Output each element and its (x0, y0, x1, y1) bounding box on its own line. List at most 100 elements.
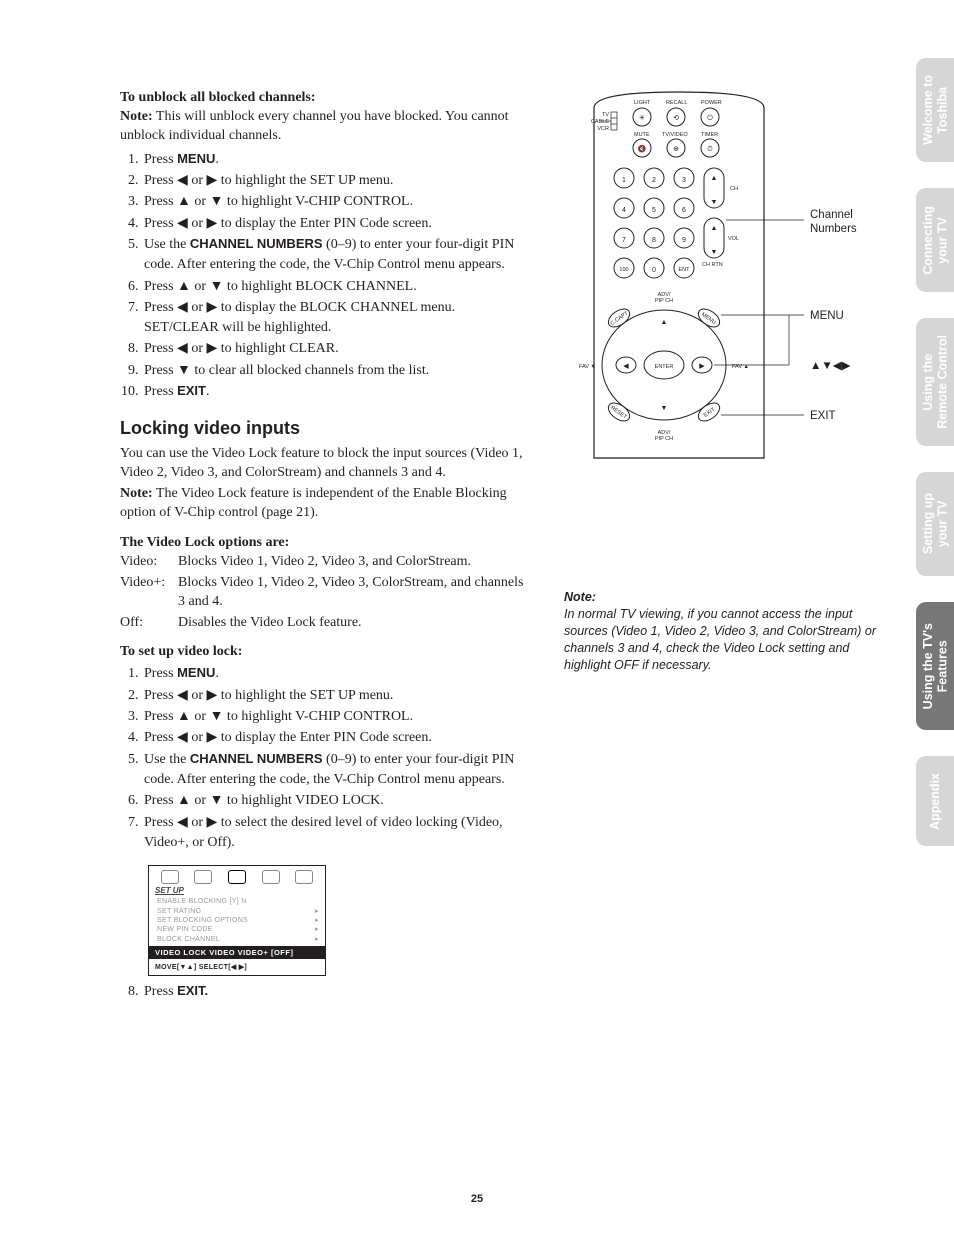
step: Press ▼ to clear all blocked channels fr… (142, 361, 525, 381)
svg-text:7: 7 (622, 237, 626, 244)
osd-highlight: VIDEO LOCK VIDEO VIDEO+ [OFF] (149, 946, 325, 959)
text: Press (144, 666, 177, 681)
side-note-body: In normal TV viewing, if you cannot acce… (564, 606, 884, 674)
svg-text:▼: ▼ (711, 249, 718, 256)
unblock-heading: To unblock all blocked channels: (120, 90, 525, 106)
number-pad: 1 2 3 4 5 6 7 8 9 100 0 ENT (614, 168, 694, 278)
svg-text:VOL: VOL (728, 236, 739, 242)
svg-text:3: 3 (682, 177, 686, 184)
svg-text:▶: ▶ (699, 363, 705, 370)
svg-text:◀: ◀ (623, 363, 629, 370)
svg-text:ENT: ENT (679, 267, 691, 273)
osd-title: SET UP (149, 886, 325, 896)
exit-key: EXIT. (177, 983, 208, 998)
svg-text:PIP CH: PIP CH (655, 298, 673, 304)
text: . (215, 666, 219, 681)
option-label: Video: (120, 553, 178, 572)
option-label: Video+: (120, 574, 178, 612)
tab-welcome[interactable]: Welcome to Toshiba (916, 58, 954, 162)
step: Use the CHANNEL NUMBERS (0–9) to enter y… (142, 750, 525, 791)
options-heading: The Video Lock options are: (120, 535, 525, 551)
unblock-note: Note: This will unblock every channel yo… (120, 108, 525, 146)
step: Press ◀ or ▶ to highlight the SET UP men… (142, 686, 525, 706)
recall-label: RECALL (666, 100, 687, 106)
channel-numbers-key: CHANNEL NUMBERS (190, 751, 323, 766)
svg-text:⟲: ⟲ (673, 115, 679, 122)
svg-text:ENTER: ENTER (655, 364, 674, 370)
text: . (206, 384, 210, 399)
osd-icon-row (149, 866, 325, 886)
text: Press (144, 984, 177, 999)
svg-text:CH RTN: CH RTN (702, 262, 723, 268)
svg-text:MUTE: MUTE (634, 132, 650, 138)
osd-body: ENABLE BLOCKING [Y] N SET RATING▸ SET BL… (149, 896, 325, 946)
option-text: Blocks Video 1, Video 2, Video 3, and Co… (178, 553, 525, 572)
note-text: The Video Lock feature is independent of… (120, 486, 507, 520)
svg-text:FAV ▼: FAV ▼ (579, 364, 596, 370)
svg-text:▲: ▲ (711, 175, 718, 182)
step: Press ▲ or ▼ to highlight VIDEO LOCK. (142, 791, 525, 811)
option-row: Video: Blocks Video 1, Video 2, Video 3,… (120, 553, 525, 572)
step: Press EXIT. (142, 982, 525, 1002)
text: Use the (144, 237, 190, 252)
svg-text:Numbers: Numbers (810, 223, 857, 235)
callout-menu: MENU (810, 310, 844, 322)
svg-text:PIP CH: PIP CH (655, 436, 673, 442)
svg-text:5: 5 (652, 207, 656, 214)
locking-intro: You can use the Video Lock feature to bl… (120, 445, 525, 483)
step: Use the CHANNEL NUMBERS (0–9) to enter y… (142, 235, 525, 276)
step: Press ◀ or ▶ to select the desired level… (142, 813, 525, 854)
svg-text:2: 2 (652, 177, 656, 184)
tab-remote[interactable]: Using the Remote Control (916, 318, 954, 446)
svg-text:4: 4 (622, 207, 626, 214)
power-label: POWER (701, 100, 722, 106)
step: Press EXIT. (142, 382, 525, 402)
osd-line: NEW PIN CODE▸ (157, 925, 319, 934)
svg-text:⏱: ⏱ (707, 145, 713, 153)
option-label: Off: (120, 614, 178, 633)
chapter-tabs: Welcome to Toshiba Connecting your TV Us… (916, 58, 954, 872)
tab-connecting[interactable]: Connecting your TV (916, 188, 954, 292)
osd-icon-active (228, 870, 246, 884)
page-number: 25 (0, 1193, 954, 1205)
text: . (215, 152, 219, 167)
unblock-steps: Press MENU. Press ◀ or ▶ to highlight th… (120, 150, 525, 403)
light-label: LIGHT (634, 100, 651, 106)
svg-text:CH: CH (730, 186, 738, 192)
svg-text:TIMER: TIMER (701, 132, 718, 138)
step: Press MENU. (142, 150, 525, 170)
svg-text:▲: ▲ (661, 319, 668, 326)
setup-heading: To set up video lock: (120, 644, 525, 660)
svg-text:▲: ▲ (711, 225, 718, 232)
step: Press ◀ or ▶ to display the BLOCK CHANNE… (142, 298, 525, 339)
step: Press ▲ or ▼ to highlight V-CHIP CONTROL… (142, 707, 525, 727)
step: Press MENU. (142, 664, 525, 684)
option-row: Video+: Blocks Video 1, Video 2, Video 3… (120, 574, 525, 612)
note-text: This will unblock every channel you have… (120, 109, 509, 143)
svg-text:0: 0 (652, 267, 656, 274)
step: Press ◀ or ▶ to display the Enter PIN Co… (142, 214, 525, 234)
tab-appendix[interactable]: Appendix (916, 756, 954, 846)
tab-setup[interactable]: Setting up your TV (916, 472, 954, 576)
note-label: Note: (120, 109, 153, 124)
step: Press ◀ or ▶ to highlight CLEAR. (142, 339, 525, 359)
callout-arrows: ▲▼◀▶ (810, 360, 852, 372)
svg-text:100: 100 (619, 267, 628, 273)
osd-line: ENABLE BLOCKING [Y] N (157, 897, 319, 906)
svg-text:⏻: ⏻ (707, 114, 713, 122)
tab-features[interactable]: Using the TV's Features (916, 602, 954, 730)
exit-key: EXIT (177, 383, 206, 398)
option-text: Blocks Video 1, Video 2, Video 3, ColorS… (178, 574, 525, 612)
step: Press ▲ or ▼ to highlight V-CHIP CONTROL… (142, 192, 525, 212)
svg-text:C.CAPT: C.CAPT (610, 310, 630, 327)
step: Press ◀ or ▶ to highlight the SET UP men… (142, 171, 525, 191)
step: Press ▲ or ▼ to highlight BLOCK CHANNEL. (142, 277, 525, 297)
locking-video-heading: Locking video inputs (120, 418, 525, 439)
svg-text:TV: TV (602, 112, 609, 118)
channel-numbers-key: CHANNEL NUMBERS (190, 236, 323, 251)
text: Press (144, 152, 177, 167)
osd-line: SET RATING▸ (157, 907, 319, 916)
svg-text:VCR: VCR (597, 126, 609, 132)
osd-icon (161, 870, 179, 884)
svg-text:⊕: ⊕ (673, 146, 679, 153)
